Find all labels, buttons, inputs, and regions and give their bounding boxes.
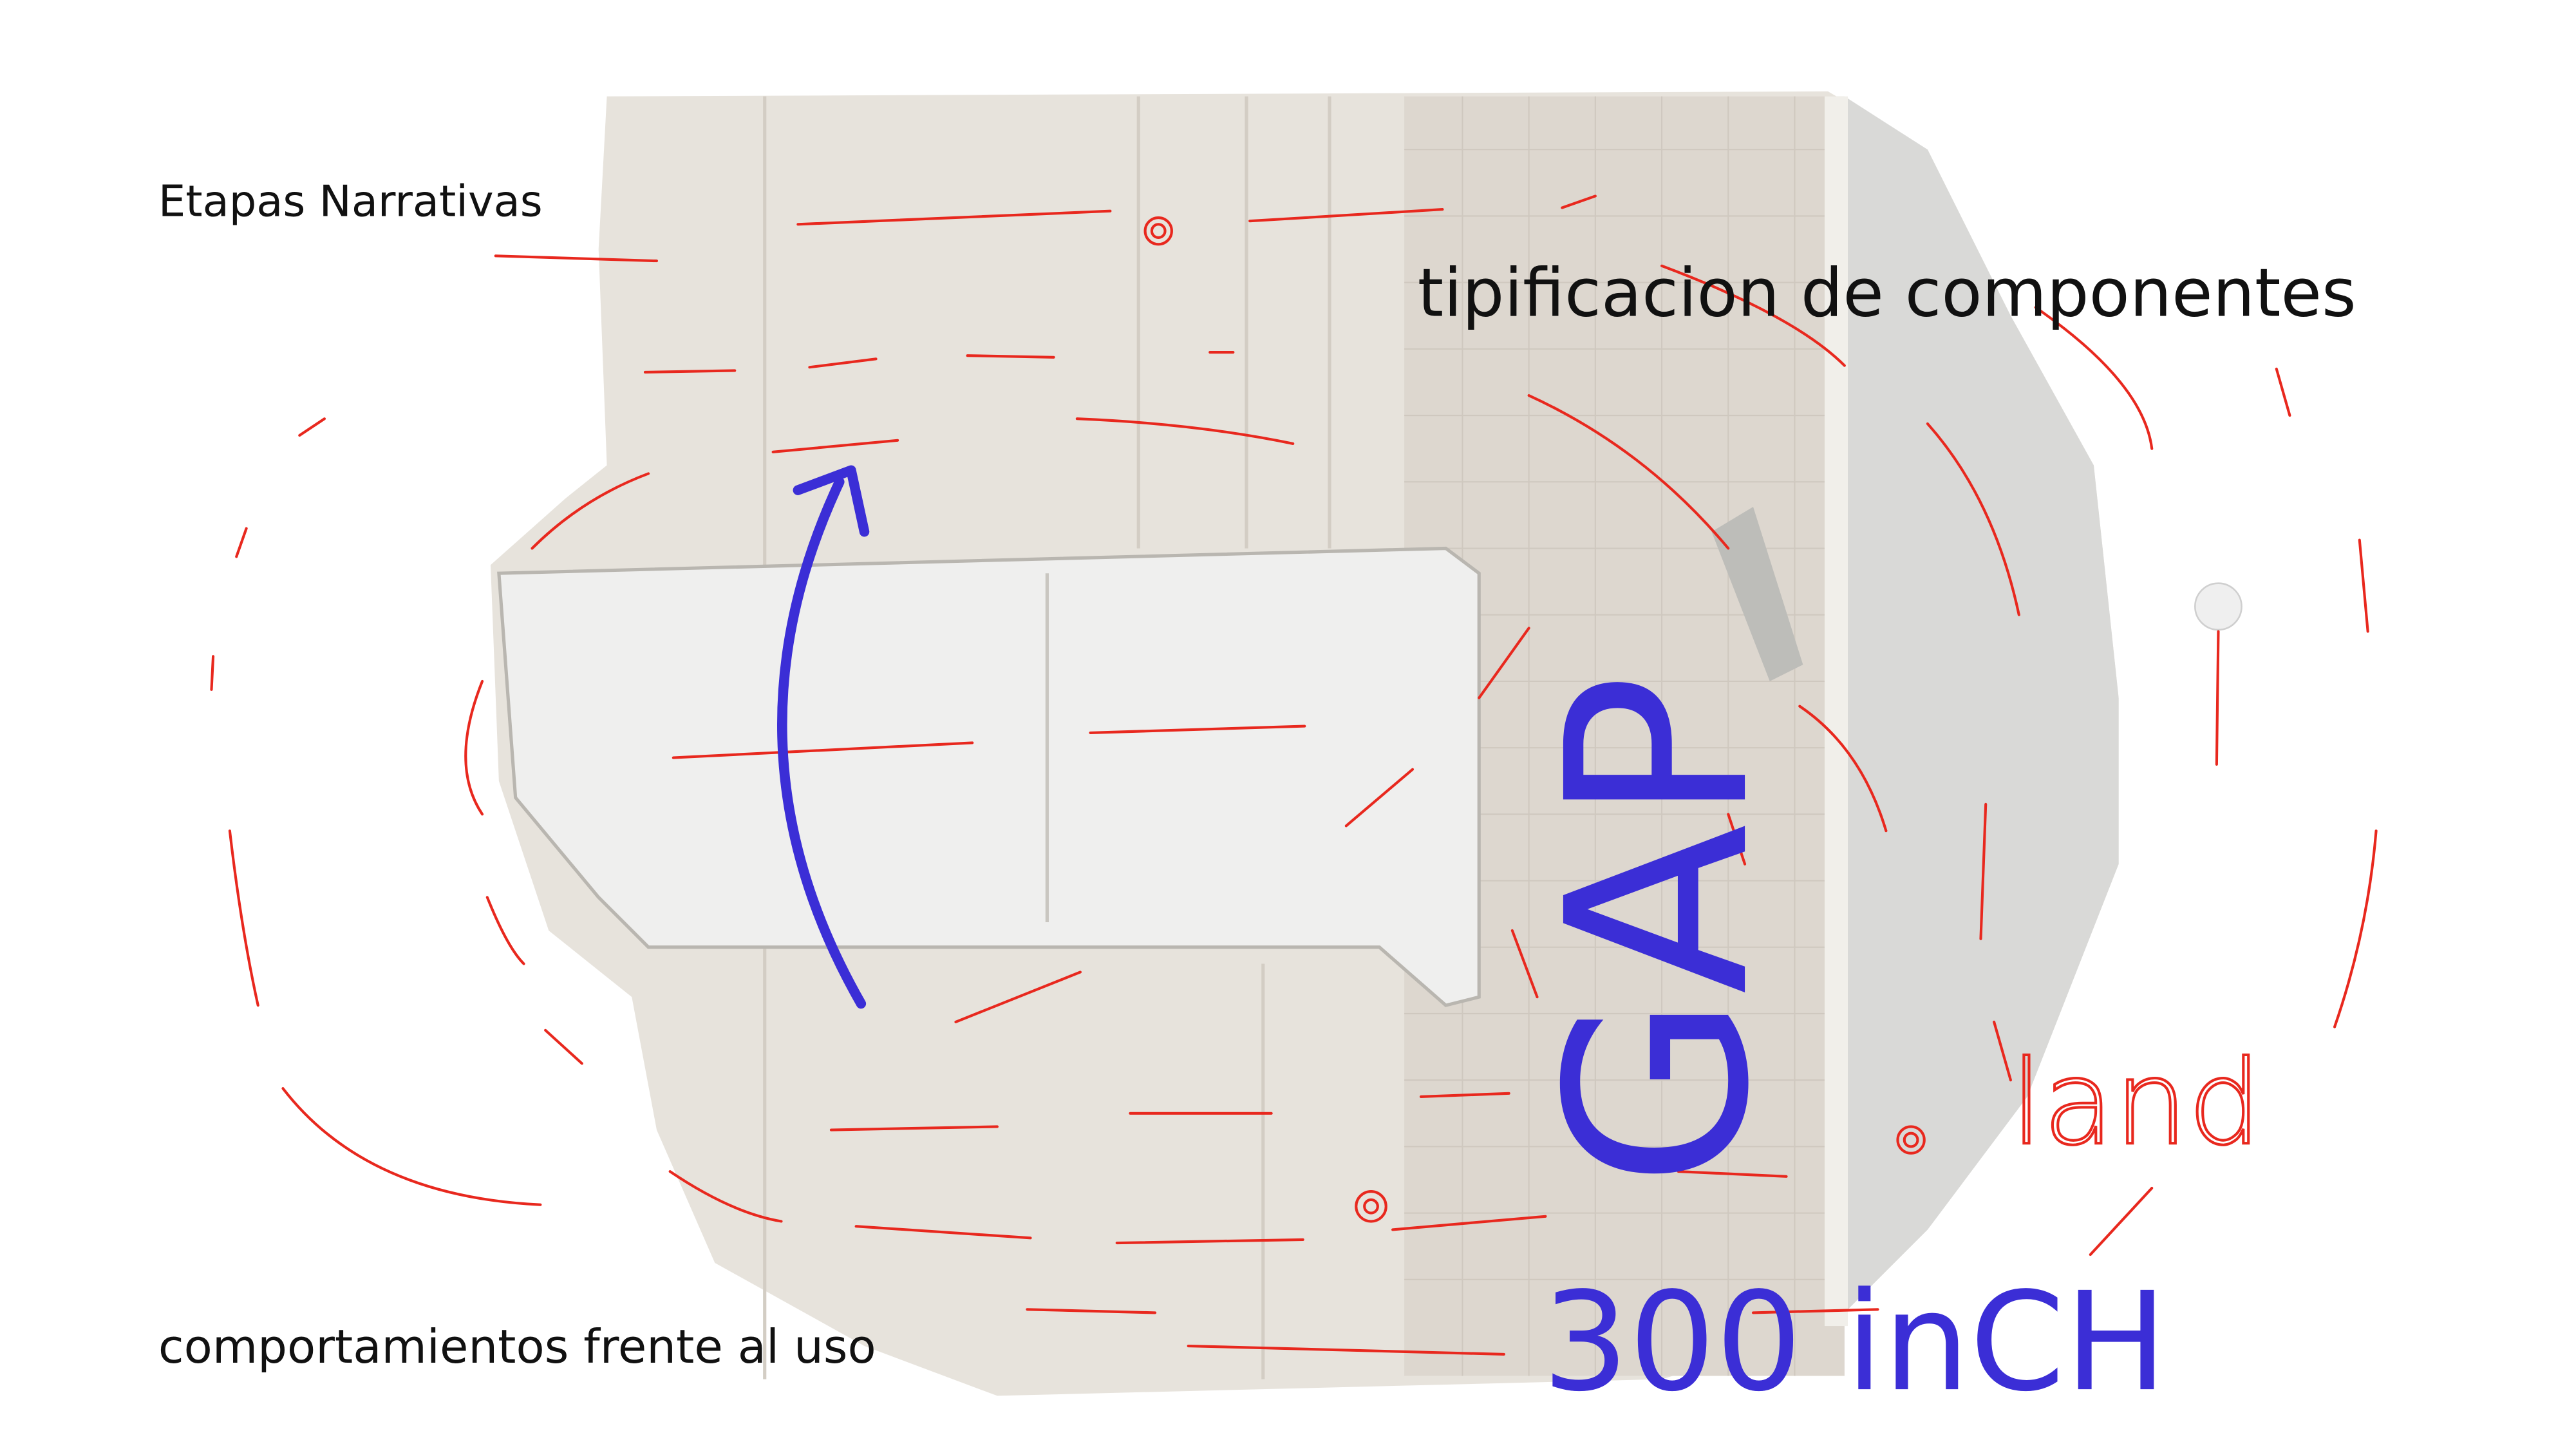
aerial-photo <box>490 91 2242 1396</box>
red-sketch-lines <box>210 194 2378 1356</box>
label-etapas: Etapas Narrativas <box>158 176 543 226</box>
handwriting-land: land <box>2011 1035 2262 1171</box>
label-comportamientos: comportamientos frente al uso <box>158 1320 876 1374</box>
label-tipificacion: tipificacion de componentes <box>1418 254 2356 332</box>
blue-arrow <box>777 465 870 1009</box>
handwriting-gap: GAP <box>1514 674 1804 1188</box>
handwriting-distance: 300 inCH <box>1542 1263 2167 1421</box>
